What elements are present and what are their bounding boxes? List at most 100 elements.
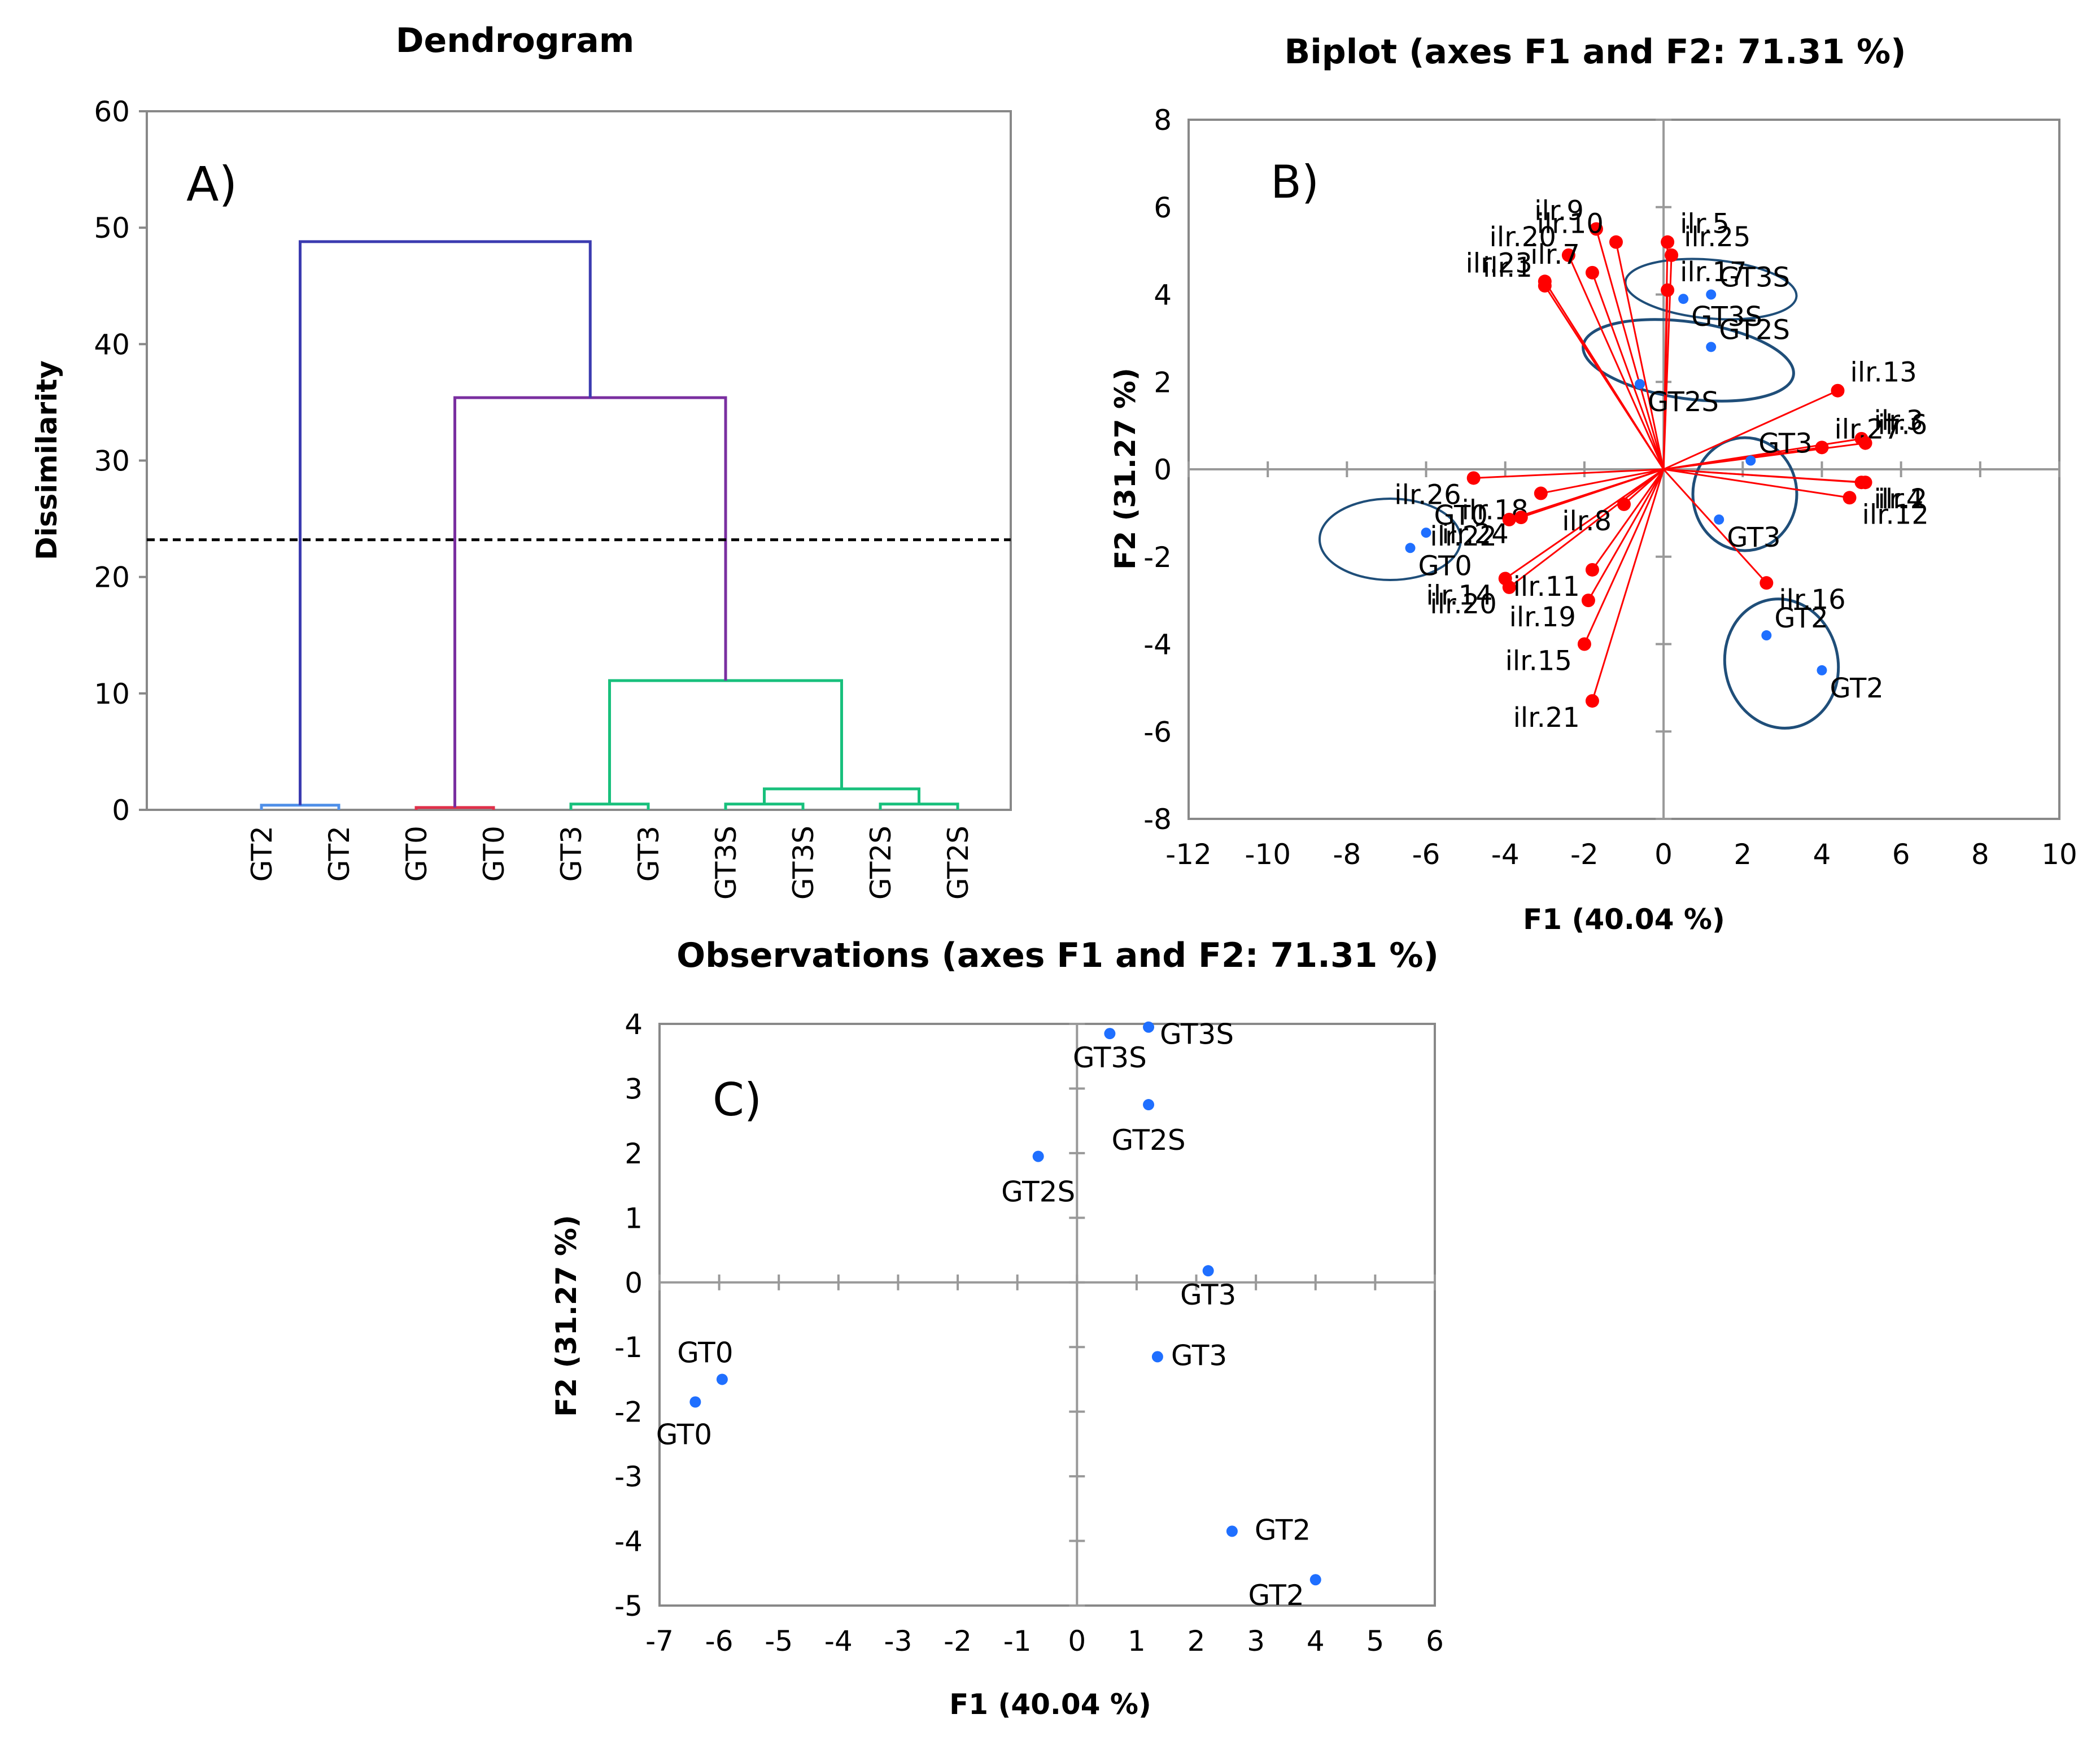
biplot-vector-label: ilr.2 xyxy=(1878,483,1928,515)
biplot-vector xyxy=(1591,469,1665,701)
biplot-x-tick-label: -4 xyxy=(1491,838,1520,871)
biplot-vector-tip xyxy=(1466,471,1481,485)
biplot-y-tick-label: -8 xyxy=(1143,803,1172,836)
biplot-vector-label: ilr.3 xyxy=(1874,405,1924,437)
biplot-vector-label: ilr.12 xyxy=(1862,499,1929,530)
dendrogram-plot-frame xyxy=(146,110,1012,811)
biplot-vector-tip xyxy=(1858,476,1872,490)
observations-title: Observations (axes F1 and F2: 71.31 %) xyxy=(676,936,1439,975)
biplot-observation-point xyxy=(1405,543,1416,553)
dendrogram-leaf-label: GT3 xyxy=(632,826,665,882)
biplot-vector xyxy=(1595,229,1665,470)
observations-x-tick-label: 6 xyxy=(1426,1625,1444,1658)
biplot-x-tick-label: 10 xyxy=(2041,838,2077,871)
observation-label: GT3 xyxy=(1171,1339,1227,1372)
observations-y-tick-label: -1 xyxy=(614,1331,643,1364)
biplot-vector-label: ilr.25 xyxy=(1684,221,1750,253)
biplot-vector xyxy=(1568,255,1665,470)
biplot-x-tick-label: -10 xyxy=(1245,838,1291,871)
observation-label: GT0 xyxy=(656,1419,712,1451)
biplot-vector-label: ilr.13 xyxy=(1850,357,1916,389)
observations-y-tick-label: 0 xyxy=(625,1267,643,1299)
biplot-vector-tip xyxy=(1617,497,1631,511)
biplot-x-tick-label: 6 xyxy=(1892,838,1910,871)
biplot-y-tick-label: -6 xyxy=(1143,716,1172,748)
observations-y-tick-label: -5 xyxy=(614,1590,643,1623)
dendrogram-leaf-label: GT2 xyxy=(246,826,278,882)
biplot-vector-label: ilr.17 xyxy=(1680,256,1747,288)
observations-x-tick-label: -4 xyxy=(824,1625,853,1658)
observations-x-tick-label: 3 xyxy=(1247,1625,1265,1658)
dendrogram-leaf-label: GT0 xyxy=(400,826,433,882)
biplot-observation-point xyxy=(1421,527,1431,538)
biplot-observation-label: GT2S xyxy=(1648,386,1719,418)
dendrogram-y-tick-label: 60 xyxy=(94,95,130,128)
biplot-vector-label: ilr.15 xyxy=(1505,646,1572,677)
biplot-vector xyxy=(1587,469,1665,601)
biplot-vector-label: ilr.1 xyxy=(1483,252,1533,284)
dendrogram-y-tick-label: 50 xyxy=(94,212,130,245)
observations-panel: Observations (axes F1 and F2: 71.31 %) C… xyxy=(550,936,1444,1721)
ellipse-gt2 xyxy=(1723,597,1840,730)
observation-point xyxy=(1151,1351,1163,1363)
biplot-panel: Biplot (axes F1 and F2: 71.31 %) B) F1 (… xyxy=(1109,32,2077,936)
observations-x-tick-label: -5 xyxy=(765,1625,793,1658)
biplot-vector xyxy=(1504,468,1664,579)
observations-x-tick-label: -2 xyxy=(944,1625,972,1658)
observation-point xyxy=(689,1396,701,1408)
observation-point xyxy=(716,1373,728,1385)
biplot-y-tick-label: -2 xyxy=(1143,541,1172,574)
biplot-y-tick-label: 0 xyxy=(1154,453,1172,486)
biplot-vector-label: ilr.4 xyxy=(1874,483,1924,515)
biplot-vector-tip xyxy=(1502,580,1516,594)
biplot-y-tick-label: 6 xyxy=(1154,191,1172,224)
biplot-x-tick-label: -2 xyxy=(1570,838,1599,871)
observations-y-tick-label: 4 xyxy=(625,1008,643,1041)
biplot-vector-label: ilr.19 xyxy=(1509,601,1576,633)
biplot-y-tick-label: 2 xyxy=(1154,366,1172,399)
biplot-vector xyxy=(1591,469,1665,570)
biplot-vector-label: ilr.6 xyxy=(1878,409,1928,441)
observation-point xyxy=(1143,1099,1155,1111)
biplot-vector-label: ilr.24 xyxy=(1442,518,1508,550)
biplot-vector-tip xyxy=(1585,694,1599,708)
biplot-vector-tip xyxy=(1585,562,1599,577)
biplot-vector-label: ilr.7 xyxy=(1530,239,1580,271)
biplot-observation-label: GT2S xyxy=(1719,314,1790,346)
observation-point xyxy=(1202,1265,1214,1277)
biplot-observation-label: GT0 xyxy=(1418,550,1472,582)
biplot-observation-label: GT3 xyxy=(1758,428,1812,460)
biplot-vector-tip xyxy=(1577,637,1591,651)
observations-x-tick-label: 2 xyxy=(1187,1625,1206,1658)
biplot-vector xyxy=(1662,468,1767,584)
dendrogram-branch xyxy=(414,806,495,810)
observations-x-tick-label: 1 xyxy=(1128,1625,1146,1658)
dendrogram-leaf-label: GT3S xyxy=(710,826,743,900)
biplot-observation-point xyxy=(1635,379,1645,390)
biplot-x-tick-label: 8 xyxy=(1971,838,1989,871)
biplot-vector-label: ilr.26 xyxy=(1394,479,1461,511)
biplot-y-tick-label: 8 xyxy=(1154,104,1172,137)
biplot-panel-label: B) xyxy=(1271,156,1319,208)
biplot-x-tick-label: -8 xyxy=(1333,838,1361,871)
biplot-vector xyxy=(1583,469,1665,645)
dendrogram-leaf-label: GT2S xyxy=(865,826,897,900)
dendrogram-y-tick-label: 40 xyxy=(94,328,130,361)
biplot-vector-tip xyxy=(1858,436,1872,450)
observation-point xyxy=(1104,1028,1116,1040)
observations-plot-frame xyxy=(658,1023,1436,1607)
dendrogram-branch xyxy=(453,396,727,808)
biplot-vector-tip xyxy=(1585,265,1599,280)
biplot-x-tick-label: 2 xyxy=(1734,838,1752,871)
dendrogram-branch xyxy=(299,240,592,805)
observations-x-tick-label: -6 xyxy=(705,1625,734,1658)
biplot-vector-tip xyxy=(1760,576,1774,590)
observation-label: GT2S xyxy=(1001,1176,1075,1209)
biplot-vector-label: ilr.9 xyxy=(1534,195,1584,226)
observation-point xyxy=(1032,1150,1044,1162)
dendrogram-y-axis-label: Dissimilarity xyxy=(30,360,63,560)
observations-panel-label: C) xyxy=(713,1074,762,1126)
dendrogram-branch xyxy=(608,679,843,804)
biplot-observation-label: GT0 xyxy=(1434,500,1488,531)
